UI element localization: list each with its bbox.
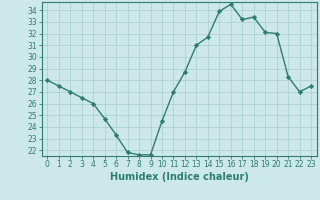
X-axis label: Humidex (Indice chaleur): Humidex (Indice chaleur) xyxy=(110,172,249,182)
